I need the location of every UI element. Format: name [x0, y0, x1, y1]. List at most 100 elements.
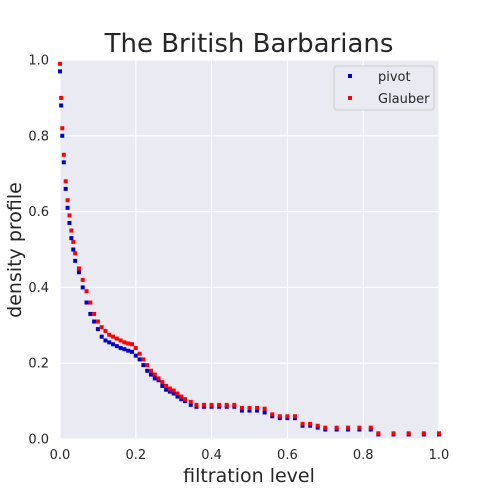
data-point-pivot: [67, 220, 72, 225]
y-tick-label: 0.8: [28, 129, 49, 144]
data-point-glauber: [99, 325, 104, 330]
data-point-pivot: [122, 347, 127, 352]
data-point-pivot: [95, 327, 100, 332]
data-point-glauber: [61, 152, 66, 157]
data-point-glauber: [69, 228, 74, 233]
data-point-glauber: [65, 198, 70, 203]
data-point-pivot: [88, 311, 93, 316]
data-point-glauber: [84, 289, 89, 294]
chart-title: The British Barbarians: [104, 29, 394, 59]
data-point-pivot: [171, 391, 176, 396]
data-point-glauber: [194, 402, 199, 407]
data-point-pivot: [99, 334, 104, 339]
data-point-glauber: [80, 277, 85, 282]
legend-label-glauber: Glauber: [378, 92, 430, 107]
data-point-glauber: [179, 394, 184, 399]
data-point-pivot: [188, 402, 193, 407]
data-point-pivot: [76, 270, 81, 275]
data-point-glauber: [60, 126, 65, 131]
data-point-glauber: [255, 405, 260, 410]
data-point-glauber: [167, 386, 172, 391]
data-point-glauber: [421, 431, 426, 436]
data-point-glauber: [71, 239, 76, 244]
data-point-glauber: [148, 368, 153, 373]
data-point-pivot: [133, 353, 138, 358]
data-point-pivot: [152, 376, 157, 381]
y-axis-label: density profile: [4, 182, 26, 318]
data-point-glauber: [171, 388, 176, 393]
data-point-glauber: [270, 412, 275, 417]
data-point-pivot: [71, 247, 76, 252]
data-point-pivot: [137, 357, 142, 362]
data-point-pivot: [262, 410, 267, 415]
data-point-pivot: [103, 338, 108, 343]
data-point-pivot: [107, 340, 112, 345]
data-point-glauber: [308, 421, 313, 426]
data-point-glauber: [133, 346, 138, 351]
data-point-glauber: [130, 342, 135, 347]
data-point-glauber: [107, 332, 112, 337]
data-point-pivot: [255, 408, 260, 413]
x-tick-label: 0.0: [50, 448, 71, 463]
data-point-pivot: [60, 133, 65, 138]
data-point-glauber: [262, 406, 267, 411]
data-point-glauber: [183, 397, 188, 402]
data-point-glauber: [67, 213, 72, 218]
y-tick-label: 1.0: [28, 54, 49, 69]
data-point-glauber: [232, 402, 237, 407]
data-point-glauber: [292, 414, 297, 419]
x-tick-label: 0.4: [201, 448, 222, 463]
data-point-pivot: [73, 258, 78, 263]
data-point-pivot: [80, 285, 85, 290]
data-point-glauber: [58, 61, 62, 66]
data-point-glauber: [315, 423, 320, 428]
data-point-glauber: [76, 266, 81, 271]
y-tick-label: 0.6: [28, 205, 49, 220]
data-point-glauber: [224, 402, 229, 407]
data-point-pivot: [65, 205, 70, 210]
legend: pivot Glauber: [333, 65, 435, 111]
data-point-glauber: [164, 383, 169, 388]
data-point-glauber: [73, 251, 78, 256]
plot-area: [60, 60, 439, 439]
data-point-pivot: [130, 349, 135, 354]
data-point-pivot: [63, 186, 68, 191]
grid: [59, 59, 440, 440]
data-point-glauber: [63, 179, 68, 184]
data-point-glauber: [217, 402, 222, 407]
data-point-pivot: [92, 319, 97, 324]
data-point-glauber: [406, 431, 411, 436]
legend-marker-glauber: [348, 96, 352, 100]
data-point-glauber: [334, 425, 339, 430]
data-point-glauber: [145, 363, 150, 368]
data-point-glauber: [114, 336, 119, 341]
x-axis-ticks: 0.0 0.2 0.4 0.6 0.8 1.0: [50, 448, 450, 463]
data-point-glauber: [323, 425, 328, 430]
data-point-pivot: [148, 372, 153, 377]
data-point-glauber: [188, 399, 193, 404]
data-point-pivot: [111, 342, 116, 347]
y-tick-label: 0.2: [28, 357, 49, 372]
data-point-glauber: [391, 431, 396, 436]
data-point-pivot: [84, 300, 89, 305]
data-point-glauber: [152, 372, 157, 377]
data-point-glauber: [111, 334, 116, 339]
data-point-pivot: [145, 368, 150, 373]
data-point-pivot: [160, 383, 165, 388]
data-point-pivot: [239, 408, 244, 413]
data-point-pivot: [61, 160, 66, 165]
legend-label-pivot: pivot: [378, 70, 411, 85]
data-point-glauber: [437, 431, 441, 436]
data-point-glauber: [209, 402, 214, 407]
data-point-glauber: [137, 351, 142, 356]
data-points: [58, 61, 441, 437]
data-point-glauber: [285, 414, 290, 419]
data-point-pivot: [59, 103, 64, 108]
data-point-glauber: [277, 414, 282, 419]
x-tick-label: 0.8: [353, 448, 374, 463]
data-point-pivot: [141, 363, 146, 368]
data-point-glauber: [95, 319, 100, 324]
data-point-pivot: [58, 69, 62, 74]
x-tick-label: 0.6: [277, 448, 298, 463]
